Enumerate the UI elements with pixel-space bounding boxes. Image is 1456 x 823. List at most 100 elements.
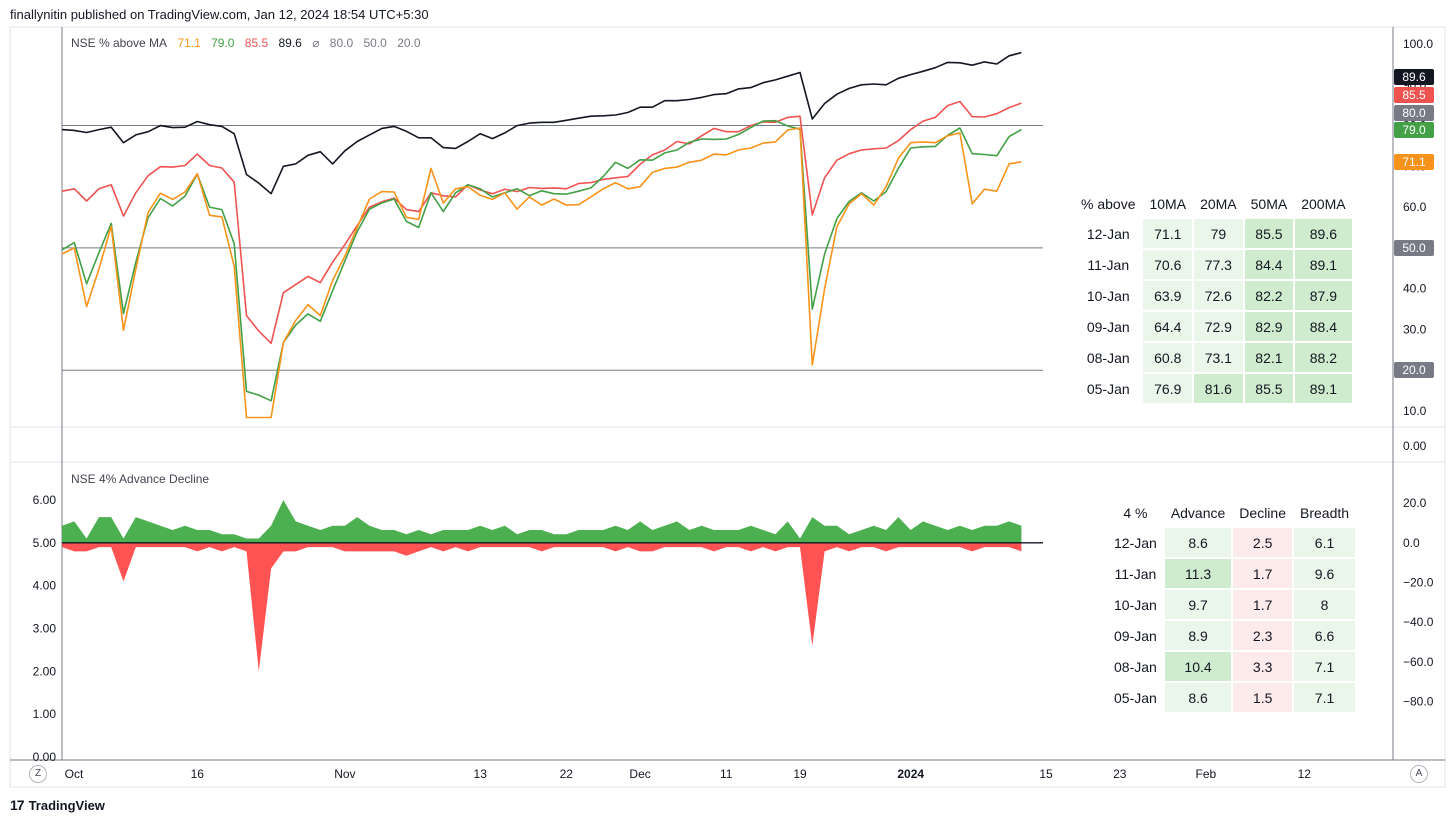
tradingview-logo[interactable]: 17 TradingView [10, 797, 105, 813]
ma-legend: NSE % above MA 71.1 79.0 85.5 89.6 ⌀ 80.… [71, 36, 428, 50]
table-cell: 87.9 [1295, 281, 1352, 310]
table-header-cell: 50MA [1250, 195, 1288, 212]
table-row-date: 09-Jan [1086, 318, 1130, 335]
ma200-last-badge: 89.6 [1402, 70, 1426, 84]
x-tick-label: Dec [629, 767, 650, 781]
table-cell: 81.6 [1194, 374, 1243, 403]
ma-legend-value-20: 79.0 [211, 36, 235, 50]
table-cell: 85.5 [1244, 219, 1294, 248]
table-cell: 11.3 [1164, 559, 1232, 588]
table-cell: 82.9 [1244, 312, 1294, 341]
table-row-date: 12-Jan [1114, 534, 1157, 551]
ma20-last-badge-bg [1394, 122, 1434, 138]
table-cell: 77.3 [1194, 250, 1243, 279]
table-cell: 8 [1294, 590, 1356, 619]
ma-ytick-label: 100.0 [1403, 37, 1433, 51]
table-cell: 8.6 [1164, 683, 1232, 712]
table-cell: 9.6 [1294, 559, 1356, 588]
ma-ytick-label: 60.0 [1403, 200, 1427, 214]
ad-right-ytick-label: −80.0 [1403, 694, 1434, 708]
table-row: 12-Jan 8.6 2.5 6.1 [1108, 528, 1356, 557]
table-row-date: 08-Jan [1086, 349, 1130, 366]
table-cell: 6.6 [1294, 621, 1356, 650]
ma20-last-badge: 79.0 [1402, 123, 1426, 137]
table-row: 09-Jan 8.9 2.3 6.6 [1108, 621, 1356, 650]
ma50-last-badge: 85.5 [1402, 88, 1426, 102]
table-row: 11-Jan 11.3 1.7 9.6 [1108, 559, 1356, 588]
table-cell: 89.1 [1295, 250, 1352, 279]
table-row-date: 05-Jan [1086, 380, 1130, 397]
x-tick-label: 19 [793, 767, 807, 781]
table-cell: 1.5 [1233, 683, 1292, 712]
ma10-last-badge-bg [1394, 154, 1434, 170]
ad-right-ytick-label: 20.0 [1403, 496, 1427, 510]
ma10-last-badge: 71.1 [1402, 155, 1426, 169]
auto-scale-button[interactable]: A [1410, 765, 1428, 783]
ma-legend-title: NSE % above MA [71, 36, 168, 50]
x-tick-label: 16 [191, 767, 205, 781]
table-row: 09-Jan 64.4 72.9 82.9 88.4 [1075, 312, 1352, 341]
table-cell: 60.8 [1143, 343, 1193, 372]
ma200-last-badge-bg [1394, 69, 1434, 85]
table-cell: 82.1 [1244, 343, 1294, 372]
table-cell: 3.3 [1233, 652, 1292, 681]
table-cell: 7.1 [1294, 652, 1356, 681]
table-cell: 84.4 [1244, 250, 1294, 279]
table-row: 10-Jan 63.9 72.6 82.2 87.9 [1075, 281, 1352, 310]
table-header-row: % above 10MA 20MA 50MA 200MA [1075, 190, 1352, 217]
table-header-cell: % above [1081, 195, 1136, 212]
reset-zoom-button[interactable]: Z [29, 765, 47, 783]
table-cell: 89.6 [1295, 219, 1352, 248]
table-header-cell: Breadth [1300, 504, 1350, 521]
table-cell: 89.1 [1295, 374, 1352, 403]
x-tick-label: 22 [560, 767, 574, 781]
table-cell: 76.9 [1143, 374, 1193, 403]
table-row-date: 11-Jan [1087, 256, 1130, 273]
table-cell: 88.4 [1295, 312, 1352, 341]
ma-legend-value-200: 89.6 [278, 36, 302, 50]
hline-legend-value-80: 80.0 [329, 36, 354, 50]
x-tick-label: Nov [334, 767, 355, 781]
x-tick-label: 11 [720, 767, 733, 781]
table-header-row: 4 % Advance Decline Breadth [1108, 499, 1355, 526]
series-line-ma50 [61, 100, 1022, 345]
table-cell: 8.6 [1164, 528, 1232, 557]
hline-legend-value-20: 20.0 [397, 36, 421, 50]
table-cell: 10.4 [1164, 652, 1232, 681]
ma-ytick-label: 0.00 [1403, 439, 1427, 453]
series-line-ma20 [61, 119, 1022, 402]
hline-legend-icon: ⌀ [312, 36, 320, 50]
table-row: 12-Jan 71.1 79 85.5 89.6 [1075, 219, 1352, 248]
table-row-date: 10-Jan [1114, 596, 1157, 613]
ad-left-ytick-label: 4.00 [33, 579, 57, 593]
area-decline [62, 542, 1022, 672]
table-cell: 72.6 [1194, 281, 1243, 310]
table-cell: 9.7 [1164, 590, 1232, 619]
hline-50-badge-bg [1394, 240, 1434, 256]
table-header-cell: 20MA [1200, 195, 1237, 212]
table-cell: 82.2 [1244, 281, 1294, 310]
tradingview-logo-icon: 17 [10, 797, 25, 813]
ad-right-ytick-label: 0.0 [1403, 536, 1420, 550]
table-row: 05-Jan 76.9 81.6 85.5 89.1 [1075, 374, 1352, 403]
hline-50-badge: 50.0 [1402, 241, 1426, 255]
hline-80-badge: 80.0 [1402, 106, 1426, 120]
ad-legend: NSE 4% Advance Decline [71, 472, 216, 486]
table-row: 11-Jan 70.6 77.3 84.4 89.1 [1075, 250, 1352, 279]
x-tick-label: 15 [1039, 767, 1053, 781]
ma-ytick-label: 30.0 [1403, 322, 1427, 336]
ad-left-ytick-label: 2.00 [33, 664, 57, 678]
ma50-last-badge-bg [1394, 87, 1434, 103]
table-row-date: 09-Jan [1114, 627, 1157, 644]
ma-ytick-label: 10.0 [1403, 404, 1427, 418]
table-cell: 8.9 [1164, 621, 1232, 650]
table-header-cell: 200MA [1301, 195, 1346, 212]
table-row-date: 10-Jan [1086, 287, 1130, 304]
table-row: 08-Jan 10.4 3.3 7.1 [1108, 652, 1356, 681]
hline-20-badge: 20.0 [1402, 363, 1426, 377]
table-cell: 6.1 [1294, 528, 1356, 557]
table-cell: 85.5 [1244, 374, 1294, 403]
ad-table: 4 % Advance Decline Breadth 12-Jan 8.6 2.5 6.1 1… [1106, 497, 1358, 714]
x-tick-label: 12 [1298, 767, 1312, 781]
